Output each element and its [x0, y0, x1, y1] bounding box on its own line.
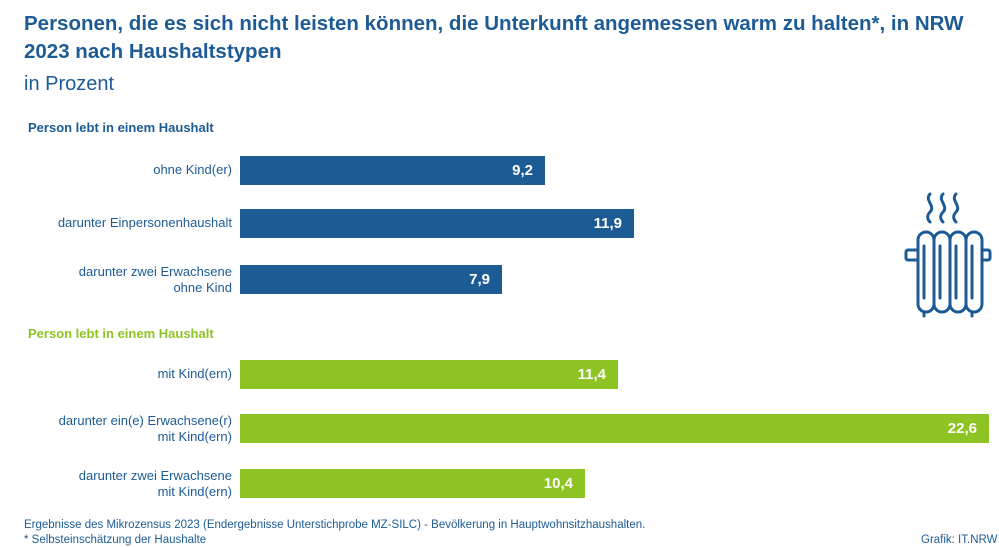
data-label: 9,2: [512, 162, 533, 179]
group-label: Person lebt in einem Haushalt: [28, 120, 214, 135]
category-label: darunter zwei Erwachsene mit Kind(ern): [78, 468, 232, 499]
bar: 11,4: [240, 360, 618, 389]
chart-subtitle: in Prozent: [24, 73, 115, 95]
data-label: 7,9: [469, 271, 490, 288]
data-label: 11,4: [577, 366, 606, 383]
graphic-credit: Grafik: IT.NRW: [921, 534, 998, 546]
bar: 10,4: [240, 469, 585, 498]
radiator-heat-icon: [900, 188, 992, 318]
category-label: darunter Einpersonenhaushalt: [57, 215, 232, 230]
category-label: mit Kind(ern): [157, 366, 232, 381]
category-label: darunter zwei Erwachsene ohne Kind: [78, 264, 232, 295]
bar: 9,2: [240, 156, 545, 185]
category-label: ohne Kind(er): [153, 162, 232, 177]
bar: 22,6: [240, 414, 989, 443]
bar: 11,9: [240, 209, 634, 238]
data-label: 10,4: [543, 475, 573, 492]
group-label: Person lebt in einem Haushalt: [28, 326, 214, 341]
data-label: 11,9: [593, 215, 622, 232]
bar: 7,9: [240, 265, 502, 294]
category-label: darunter ein(e) Erwachsene(r) mit Kind(er…: [58, 413, 232, 444]
data-label: 22,6: [947, 420, 977, 437]
source-note: Ergebnisse des Mikrozensus 2023 (Enderge…: [24, 519, 646, 531]
footnote: * Selbsteinschätzung der Haushalte: [24, 534, 207, 546]
chart-title: Personen, die es sich nicht leisten könn…: [24, 12, 964, 63]
